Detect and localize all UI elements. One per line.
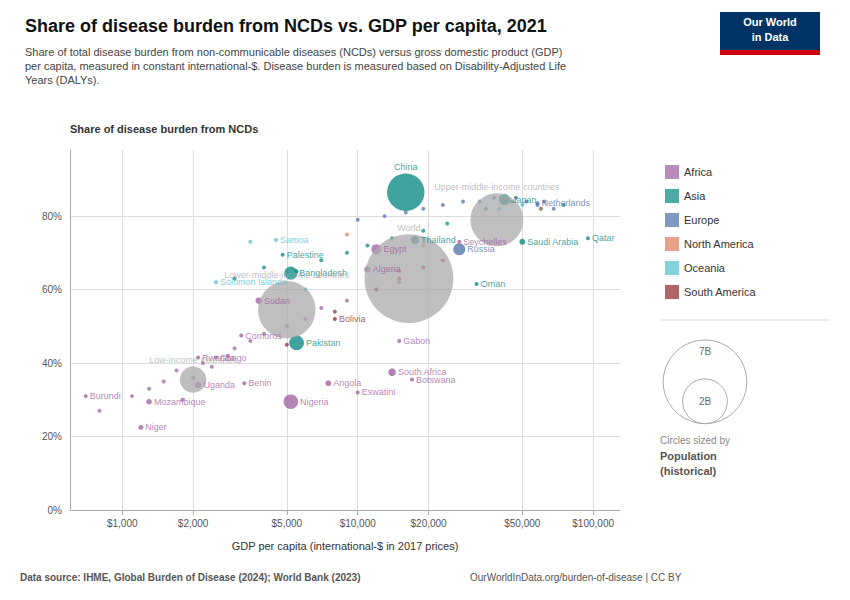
svg-text:Sudan: Sudan — [264, 296, 290, 306]
svg-text:Angola: Angola — [333, 378, 361, 388]
svg-text:Egypt: Egypt — [383, 244, 407, 254]
svg-text:Russia: Russia — [467, 244, 495, 254]
svg-text:Share of disease burden from N: Share of disease burden from NCDs — [70, 123, 258, 135]
svg-text:Our World: Our World — [743, 16, 797, 28]
svg-text:(historical): (historical) — [660, 465, 717, 477]
svg-text:$50,000: $50,000 — [504, 518, 541, 529]
svg-text:Uganda: Uganda — [204, 380, 236, 390]
svg-text:40%: 40% — [42, 358, 62, 369]
svg-text:20%: 20% — [42, 431, 62, 442]
svg-text:Seychelles: Seychelles — [463, 236, 507, 247]
svg-text:South Africa: South Africa — [398, 367, 447, 378]
svg-text:Data source: IHME, Global Burd: Data source: IHME, Global Burden of Dise… — [20, 572, 360, 583]
svg-text:80%: 80% — [42, 211, 62, 222]
svg-text:60%: 60% — [42, 284, 62, 295]
svg-text:China: China — [394, 162, 418, 172]
svg-text:Gabon: Gabon — [403, 336, 430, 346]
svg-text:Netherlands: Netherlands — [542, 198, 591, 208]
svg-text:Upper-middle-income countries: Upper-middle-income countries — [434, 182, 560, 192]
svg-text:Years (DALYs).: Years (DALYs). — [25, 74, 100, 86]
svg-text:Nigeria: Nigeria — [300, 397, 329, 407]
svg-text:Bolivia: Bolivia — [339, 314, 366, 324]
svg-text:Algeria: Algeria — [373, 264, 401, 274]
svg-text:Qatar: Qatar — [592, 233, 615, 243]
svg-text:Europe: Europe — [684, 214, 719, 226]
svg-text:Low-income countries: Low-income countries — [149, 355, 237, 365]
svg-text:South America: South America — [684, 286, 756, 298]
svg-text:Comoros: Comoros — [245, 331, 282, 341]
svg-text:Botswana: Botswana — [416, 375, 456, 385]
svg-text:Saudi Arabia: Saudi Arabia — [527, 237, 578, 247]
svg-text:Oceania: Oceania — [684, 262, 726, 274]
svg-text:Samoa: Samoa — [280, 235, 309, 245]
svg-text:Palestine: Palestine — [287, 250, 324, 260]
svg-text:Benin: Benin — [248, 378, 271, 388]
svg-text:Japan: Japan — [512, 195, 537, 205]
svg-text:in Data: in Data — [752, 31, 790, 43]
svg-text:$5,000: $5,000 — [272, 518, 303, 529]
svg-text:Oman: Oman — [481, 279, 506, 289]
svg-text:Solomon Islands: Solomon Islands — [219, 277, 287, 288]
svg-text:$1,000: $1,000 — [107, 518, 138, 529]
svg-text:Mozambique: Mozambique — [154, 397, 206, 407]
svg-text:Share of total disease burden: Share of total disease burden from non-c… — [25, 46, 562, 58]
svg-text:Burundi: Burundi — [90, 391, 121, 401]
svg-text:Population: Population — [660, 450, 717, 462]
svg-text:OurWorldInData.org/burden-of-d: OurWorldInData.org/burden-of-disease | C… — [470, 572, 682, 583]
svg-text:7B: 7B — [699, 346, 712, 357]
svg-text:Africa: Africa — [684, 166, 713, 178]
svg-text:Thailand: Thailand — [421, 235, 456, 245]
svg-text:$2,000: $2,000 — [178, 518, 209, 529]
svg-text:$20,000: $20,000 — [411, 518, 448, 529]
svg-text:GDP per capita (international-: GDP per capita (international-$ in 2017 … — [232, 540, 459, 552]
svg-text:Share of disease burden from N: Share of disease burden from NCDs vs. GD… — [25, 16, 547, 36]
svg-text:$10,000: $10,000 — [340, 518, 377, 529]
svg-text:Eswatini: Eswatini — [362, 387, 396, 397]
svg-text:North America: North America — [684, 238, 755, 250]
svg-text:Asia: Asia — [684, 190, 706, 202]
svg-text:Lower-middle-income countries: Lower-middle-income countries — [224, 270, 350, 280]
svg-text:0%: 0% — [48, 505, 63, 516]
svg-text:per capita, measured in consta: per capita, measured in constant interna… — [25, 60, 566, 72]
svg-text:Pakistan: Pakistan — [306, 338, 341, 348]
svg-text:2B: 2B — [699, 396, 712, 407]
svg-text:Niger: Niger — [145, 422, 167, 432]
svg-text:Circles sized by: Circles sized by — [660, 435, 730, 446]
svg-text:World: World — [397, 223, 420, 233]
svg-text:$100,000: $100,000 — [572, 518, 614, 529]
